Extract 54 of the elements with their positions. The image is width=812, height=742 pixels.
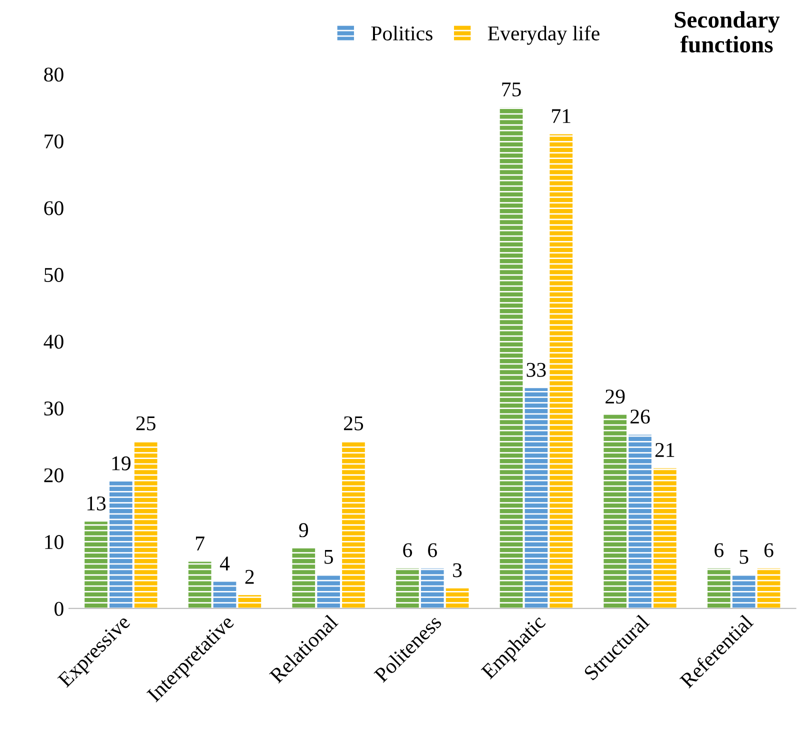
bar [134, 441, 158, 608]
bar [110, 482, 132, 608]
data-label: 6 [403, 543, 412, 558]
bar [317, 575, 340, 608]
y-tick-label: 80 [44, 68, 64, 82]
data-label: 26 [630, 410, 650, 424]
chart-title: Secondary functions [674, 11, 780, 53]
bar [550, 134, 573, 608]
y-tick-label: 30 [44, 401, 64, 416]
data-label: 9 [299, 523, 308, 538]
legend-label: Politics [371, 26, 432, 40]
data-label: 4 [220, 556, 230, 570]
bar [654, 468, 676, 608]
y-tick-label: 50 [44, 268, 64, 282]
y-tick-label: 10 [45, 535, 64, 550]
data-label: 21 [655, 443, 674, 457]
data-label: 7 [196, 536, 204, 550]
data-label: 75 [502, 82, 521, 96]
data-label: 29 [606, 390, 625, 404]
bar [396, 568, 419, 608]
bar [420, 568, 444, 608]
y-tick-label: 60 [44, 201, 64, 216]
bar [238, 595, 262, 608]
bar [757, 568, 780, 608]
data-label: 6 [764, 543, 774, 558]
y-tick-label: 0 [54, 602, 64, 616]
data-label: 25 [344, 416, 364, 430]
y-tick-label: 40 [44, 334, 64, 349]
bar [446, 588, 469, 608]
data-label: 2 [245, 570, 254, 584]
data-label: 71 [552, 109, 570, 123]
bar [292, 548, 316, 608]
y-tick-label: 20 [44, 468, 64, 482]
data-label: 6 [428, 543, 437, 558]
data-label: 25 [136, 416, 156, 430]
bar [188, 562, 212, 608]
bar [84, 522, 108, 608]
data-label: 6 [714, 543, 724, 558]
bar [708, 568, 730, 608]
bar [213, 582, 236, 608]
bar [628, 434, 652, 608]
y-tick-label: 70 [44, 134, 64, 148]
legend-label: Everyday life [488, 26, 600, 45]
data-label: 3 [453, 563, 462, 578]
bar [500, 108, 523, 608]
bar [732, 575, 756, 608]
bar [604, 414, 627, 608]
data-label: 33 [526, 362, 546, 377]
data-label: 13 [87, 496, 106, 510]
bar [342, 441, 365, 608]
data-label: 19 [112, 456, 130, 470]
data-label: 5 [324, 550, 333, 564]
data-label: 5 [740, 550, 748, 564]
bar [524, 388, 548, 608]
